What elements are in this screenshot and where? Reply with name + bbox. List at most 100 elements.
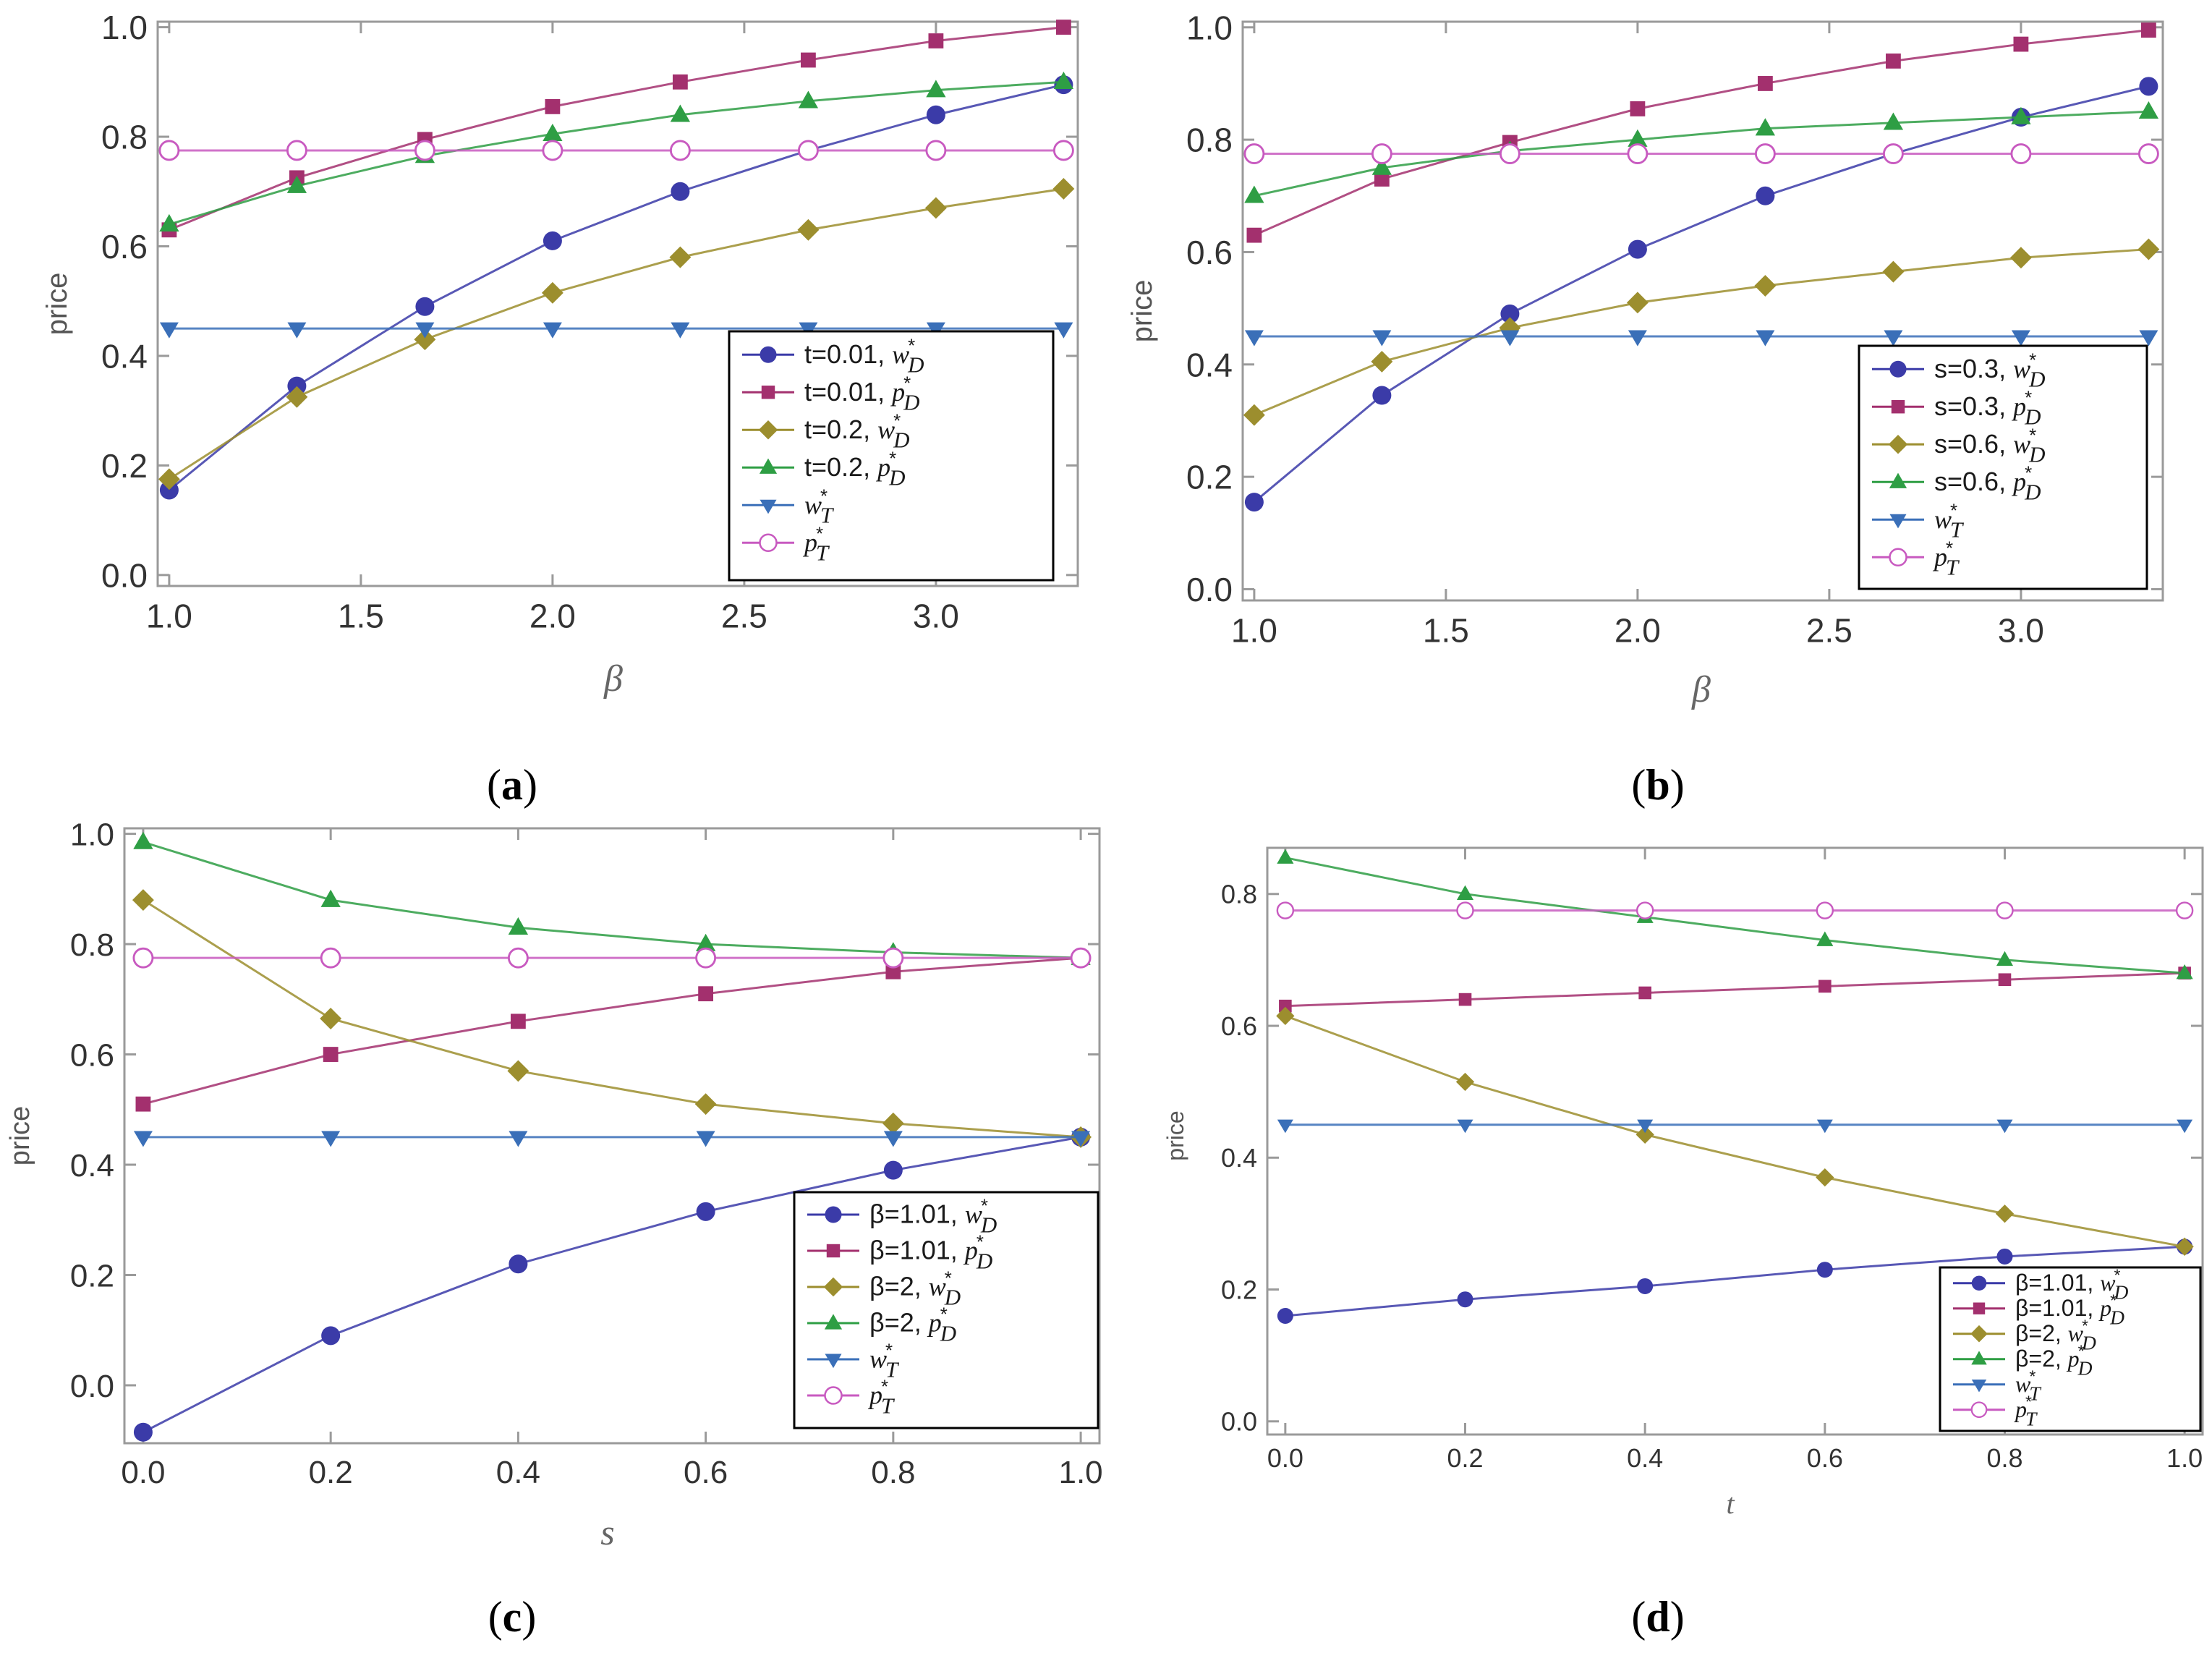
legend-swatch-marker <box>1889 360 1907 378</box>
series-β=1.01, w*D <box>133 1127 1091 1442</box>
data-point <box>1996 951 2014 966</box>
data-point <box>1635 1125 1654 1144</box>
data-point <box>159 322 179 339</box>
data-point <box>1243 143 1265 164</box>
legend-entry: β=1.01, w* D <box>807 1196 997 1237</box>
y-tick-label: 1.0 <box>1186 9 1233 46</box>
legend-swatch-marker <box>1970 1401 1988 1419</box>
legend-entry: w* T <box>807 1340 900 1382</box>
chart-panel-c: 0.0 0.2 0.4 0.6 0.8 1.0 0.0 0.2 0.4 0.6 0.8 1.0 s pri… <box>5 817 1103 1641</box>
data-point <box>1277 1119 1293 1134</box>
data-point <box>2175 1237 2194 1256</box>
legend-entry: t=0.2, p* D <box>742 449 905 490</box>
legend-swatch-marker <box>1973 1302 1986 1314</box>
data-point <box>510 1014 526 1029</box>
data-point <box>801 52 816 68</box>
y-axis-label: price <box>1126 280 1158 343</box>
legend-entry: s=0.3, p* D <box>1872 388 2041 430</box>
data-point <box>698 986 714 1002</box>
legend-label: s=0.6, w* D <box>1934 426 2045 467</box>
data-point <box>509 1254 528 1274</box>
data-point <box>1995 1204 2015 1223</box>
data-point <box>159 213 179 231</box>
data-point <box>1371 350 1393 373</box>
x-tick-label: 0.4 <box>1627 1443 1663 1473</box>
data-point <box>1457 1119 1473 1134</box>
x-tick-label: 1.0 <box>1231 612 1277 650</box>
legend-entry: β=2, p* D <box>1953 1342 2093 1380</box>
legend-label: t=0.2, w* D <box>804 412 909 453</box>
legend-entry: t=0.2, w* D <box>742 412 909 453</box>
data-point <box>415 297 435 316</box>
x-axis-label: β <box>603 658 623 700</box>
data-point <box>883 1160 903 1180</box>
data-point <box>321 1326 341 1346</box>
series-β=2, p*D <box>1277 849 2193 980</box>
data-point <box>1816 1119 1833 1134</box>
y-tick-label: 0.0 <box>101 556 148 594</box>
legend-box <box>1858 344 2148 590</box>
series-β=1.01, p*D <box>1279 966 2191 1013</box>
x-tick-label: 0.6 <box>1807 1443 1843 1473</box>
legend-label: s=0.3, w* D <box>1934 351 2045 392</box>
legend-entry: β=2, p* D <box>807 1304 956 1346</box>
x-tick-label: 0.4 <box>496 1455 540 1490</box>
series-line <box>1254 110 2149 197</box>
data-point <box>1628 129 1648 147</box>
legend-label: p* T <box>802 524 830 566</box>
data-point <box>2010 143 2032 164</box>
legend-entry: β=2, w* D <box>1953 1317 2096 1354</box>
series-line <box>142 956 1081 1105</box>
data-point <box>885 964 901 980</box>
data-point <box>1372 386 1392 405</box>
x-tick-label: 0.8 <box>871 1455 915 1490</box>
data-point <box>2139 77 2158 96</box>
data-point <box>1883 112 1904 130</box>
panel-caption: (a) <box>487 761 537 809</box>
data-point <box>2137 238 2160 260</box>
data-point <box>1996 1119 2013 1134</box>
legend-label: w* T <box>2015 1367 2041 1405</box>
data-point <box>1371 143 1392 164</box>
data-point <box>696 1202 715 1221</box>
legend-entry: t=0.01, w* D <box>742 336 924 378</box>
legend-label: p* T <box>1932 539 1960 580</box>
data-point <box>1628 330 1647 347</box>
data-point <box>543 231 562 250</box>
legend-swatch-marker <box>825 1354 842 1369</box>
legend: β=1.01, w* Dβ=1.01, p* Dβ=2, w* Dβ=2, p* Dw*… <box>793 1191 1099 1429</box>
data-point <box>1637 1278 1654 1294</box>
data-point <box>1627 143 1649 164</box>
y-tick-label: 1.0 <box>70 817 114 852</box>
x-tick-label: 3.0 <box>1998 612 2044 650</box>
data-point <box>1757 76 1773 91</box>
data-point <box>671 322 690 339</box>
data-point <box>1070 947 1092 969</box>
chart-panel-a: 1.0 1.5 2.0 2.5 3.0 0.0 0.2 0.4 0.6 0.8 1.0 β price t… <box>41 9 1079 809</box>
y-tick-label: 0.8 <box>70 927 114 963</box>
legend: β=1.01, w* Dβ=1.01, p* Dβ=2, w* Dβ=2, p* Dw*… <box>1939 1266 2202 1432</box>
legend-swatch-marker <box>824 1386 843 1405</box>
y-axis-label: price <box>1162 1110 1188 1160</box>
series-t=0.2, p*D <box>159 72 1074 231</box>
legend-entry: s=0.3, w* D <box>1872 351 2045 392</box>
legend-label: β=2, p* D <box>2015 1342 2093 1380</box>
data-point <box>1071 1131 1091 1147</box>
data-point <box>1052 140 1074 161</box>
data-point <box>1055 20 1071 35</box>
data-point <box>694 1093 717 1116</box>
data-point <box>1882 260 1905 283</box>
data-point <box>159 480 179 500</box>
data-point <box>1756 186 1775 205</box>
legend-swatch-marker <box>760 499 777 514</box>
legend-swatch-marker <box>1970 1325 1988 1343</box>
data-point <box>1630 101 1646 116</box>
series-line <box>1285 1245 2185 1317</box>
data-point <box>1457 1291 1473 1308</box>
data-point <box>1456 885 1474 901</box>
y-axis-label: price <box>41 273 73 336</box>
series-p*T <box>158 140 1074 161</box>
legend-label: β=2, w* D <box>2015 1317 2096 1354</box>
data-point <box>928 33 944 48</box>
data-point <box>1638 986 1651 1000</box>
